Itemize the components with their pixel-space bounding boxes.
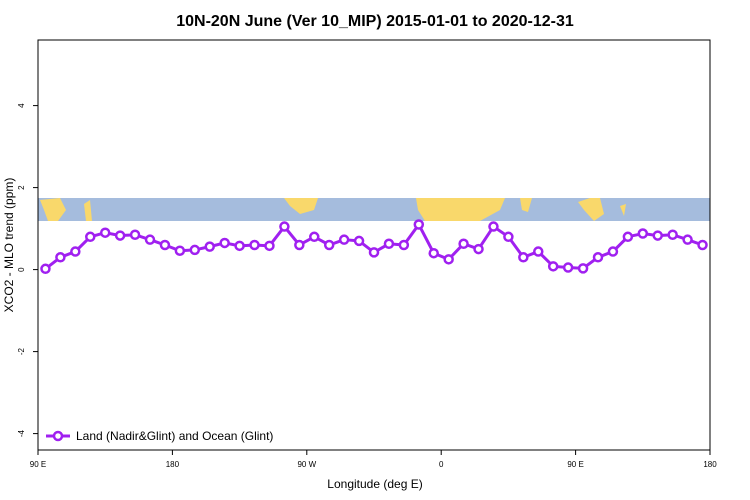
point — [279, 221, 290, 232]
point — [443, 254, 454, 265]
plot-frame — [37, 39, 711, 451]
y-tick-label: -4 — [17, 429, 26, 437]
x-tick-label: 90 W — [297, 460, 316, 469]
point — [189, 244, 201, 256]
y-tick-label: -2 — [17, 347, 26, 355]
point — [368, 247, 380, 258]
legend-marker — [52, 430, 64, 442]
point — [129, 229, 141, 240]
point — [637, 228, 649, 239]
point — [323, 239, 335, 251]
y-tick-label: 2 — [17, 185, 26, 190]
point — [398, 239, 410, 251]
x-tick-label: 0 — [439, 460, 444, 469]
point — [338, 234, 350, 245]
point — [159, 239, 171, 251]
point — [249, 239, 260, 251]
point — [413, 219, 425, 230]
point — [234, 240, 245, 252]
point — [383, 238, 395, 250]
x-axis-label: Longitude (deg E) — [327, 477, 422, 491]
point — [488, 221, 499, 232]
point — [503, 231, 514, 243]
point — [85, 231, 96, 243]
point — [577, 263, 589, 274]
point — [622, 231, 634, 243]
point — [697, 239, 708, 251]
point — [652, 230, 663, 241]
point — [114, 230, 126, 241]
point — [533, 246, 544, 257]
point — [309, 231, 320, 243]
point — [294, 239, 305, 251]
point — [682, 234, 693, 245]
y-tick-label: 0 — [17, 267, 26, 272]
x-tick-label: 90 E — [30, 460, 46, 469]
point — [99, 227, 111, 238]
point — [353, 235, 365, 247]
series-line — [44, 221, 704, 270]
point — [264, 240, 275, 252]
x-tick-label: 180 — [166, 460, 180, 469]
point — [174, 245, 186, 256]
point — [204, 241, 215, 252]
legend-label: Land (Nadir&Glint) and Ocean (Glint) — [76, 429, 273, 443]
map-strip — [38, 198, 710, 221]
y-tick-label: 4 — [17, 103, 26, 108]
point — [458, 238, 469, 250]
x-tick-label: 90 E — [567, 460, 583, 469]
point — [607, 246, 619, 257]
y-axis-label: XCO2 - MLO trend (ppm) — [2, 178, 16, 313]
point — [473, 243, 484, 255]
point — [144, 234, 156, 245]
point — [562, 262, 574, 273]
point — [428, 247, 439, 259]
chart-title: 10N-20N June (Ver 10_MIP) 2015-01-01 to … — [176, 13, 574, 30]
point — [592, 252, 604, 263]
point — [667, 229, 678, 240]
point — [518, 252, 529, 263]
x-tick-label: 180 — [703, 460, 717, 469]
point — [70, 246, 81, 257]
point — [55, 252, 66, 263]
point — [547, 261, 559, 272]
point — [219, 237, 230, 249]
point — [40, 263, 51, 275]
